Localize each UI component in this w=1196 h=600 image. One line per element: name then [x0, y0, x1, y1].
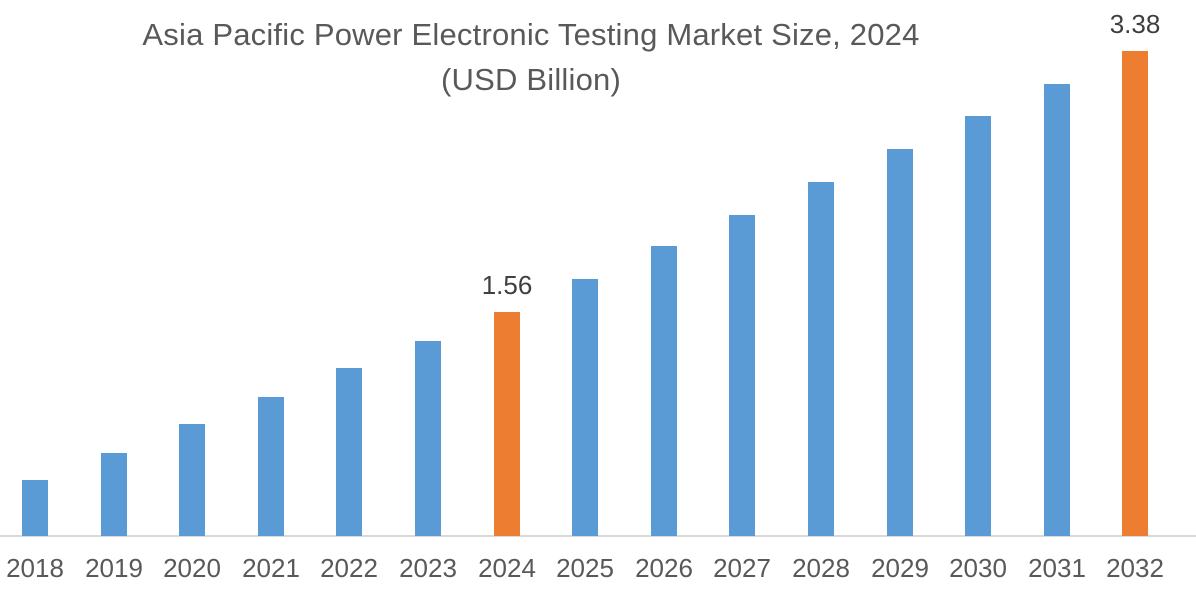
chart-title-line2: (USD Billion) [440, 62, 622, 97]
chart-title: Asia Pacific Power Electronic Testing Ma… [0, 12, 1062, 102]
bar-2019 [101, 453, 127, 536]
bar-2029 [887, 149, 913, 536]
x-tick-2029: 2029 [871, 553, 929, 583]
x-tick-2026: 2026 [635, 553, 693, 583]
chart-title-line1: Asia Pacific Power Electronic Testing Ma… [142, 17, 920, 52]
bar-2020 [179, 424, 205, 536]
bar-2024 [494, 312, 520, 536]
bar-2027 [729, 215, 755, 536]
x-tick-2023: 2023 [399, 553, 457, 583]
bar-2021 [258, 397, 284, 536]
x-tick-2028: 2028 [792, 553, 850, 583]
x-tick-2019: 2019 [85, 553, 143, 583]
bar-2018 [22, 480, 48, 536]
bar-2028 [808, 182, 834, 536]
bar-2030 [965, 116, 991, 536]
bar-2032 [1122, 51, 1148, 536]
bar-value-label-2032: 3.38 [1109, 9, 1161, 39]
x-tick-2018: 2018 [6, 553, 64, 583]
x-tick-2027: 2027 [713, 553, 771, 583]
x-tick-2020: 2020 [163, 553, 221, 583]
x-tick-2031: 2031 [1028, 553, 1086, 583]
x-tick-2025: 2025 [556, 553, 614, 583]
x-tick-2022: 2022 [320, 553, 378, 583]
x-axis-line [0, 535, 1196, 537]
bar-2022 [336, 368, 362, 536]
bar-2026 [651, 246, 677, 536]
x-tick-2030: 2030 [949, 553, 1007, 583]
x-tick-2032: 2032 [1106, 553, 1164, 583]
bar-2023 [415, 341, 441, 536]
bar-2025 [572, 279, 598, 536]
x-tick-2024: 2024 [478, 553, 536, 583]
bar-value-label-2024: 1.56 [481, 270, 533, 300]
x-tick-2021: 2021 [242, 553, 300, 583]
bar-2031 [1044, 84, 1070, 536]
